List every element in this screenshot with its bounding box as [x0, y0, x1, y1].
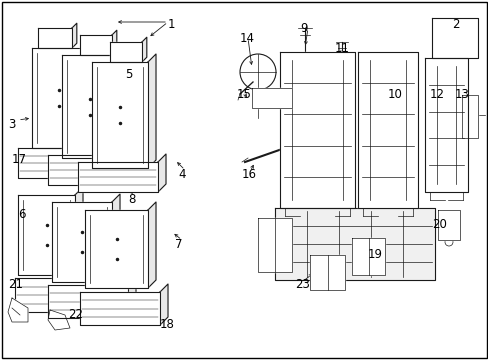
Polygon shape	[258, 218, 291, 272]
Text: 13: 13	[454, 88, 469, 101]
Text: 2: 2	[451, 18, 459, 31]
Text: 14: 14	[240, 32, 254, 45]
Polygon shape	[85, 210, 148, 288]
Polygon shape	[110, 42, 142, 62]
Text: 23: 23	[294, 278, 309, 291]
Text: 1: 1	[168, 18, 175, 31]
Polygon shape	[112, 30, 117, 55]
Polygon shape	[92, 62, 148, 168]
Polygon shape	[72, 23, 77, 48]
Text: 20: 20	[431, 218, 446, 231]
Polygon shape	[309, 255, 345, 290]
Polygon shape	[148, 202, 156, 288]
Polygon shape	[80, 292, 160, 325]
Text: 16: 16	[242, 168, 257, 181]
Text: 11: 11	[334, 42, 349, 55]
Polygon shape	[32, 48, 85, 148]
Polygon shape	[95, 270, 103, 312]
Polygon shape	[80, 35, 112, 55]
Polygon shape	[128, 147, 136, 185]
Text: 22: 22	[68, 308, 83, 321]
Polygon shape	[251, 88, 291, 108]
Polygon shape	[437, 210, 459, 240]
Polygon shape	[280, 52, 354, 208]
Text: 3: 3	[8, 118, 15, 131]
Polygon shape	[128, 277, 136, 318]
Text: 12: 12	[429, 88, 444, 101]
Polygon shape	[48, 310, 70, 330]
Polygon shape	[160, 284, 168, 325]
Polygon shape	[158, 154, 165, 192]
Polygon shape	[461, 95, 477, 138]
Polygon shape	[351, 238, 384, 275]
Text: 4: 4	[178, 168, 185, 181]
Polygon shape	[357, 52, 417, 208]
Polygon shape	[118, 47, 126, 158]
Text: 15: 15	[237, 88, 251, 101]
Text: 6: 6	[18, 208, 25, 221]
Text: 9: 9	[299, 22, 307, 35]
Polygon shape	[431, 18, 477, 58]
Polygon shape	[75, 187, 83, 275]
Polygon shape	[18, 195, 75, 275]
Polygon shape	[85, 40, 93, 148]
Polygon shape	[148, 54, 156, 168]
Polygon shape	[48, 285, 128, 318]
Text: 18: 18	[160, 318, 175, 331]
Text: 7: 7	[175, 238, 182, 251]
Polygon shape	[62, 55, 118, 158]
Text: 21: 21	[8, 278, 23, 291]
Polygon shape	[18, 148, 98, 178]
Polygon shape	[274, 208, 434, 280]
Polygon shape	[112, 194, 120, 282]
Polygon shape	[52, 202, 112, 282]
Polygon shape	[98, 140, 106, 178]
Polygon shape	[38, 28, 72, 48]
Text: 19: 19	[367, 248, 382, 261]
Polygon shape	[424, 58, 467, 192]
Polygon shape	[15, 278, 95, 312]
Polygon shape	[142, 37, 146, 62]
Text: 17: 17	[12, 153, 27, 166]
Polygon shape	[48, 155, 128, 185]
Text: 5: 5	[125, 68, 132, 81]
Polygon shape	[8, 298, 28, 322]
Text: 10: 10	[387, 88, 402, 101]
Text: 8: 8	[128, 193, 135, 206]
Polygon shape	[78, 162, 158, 192]
